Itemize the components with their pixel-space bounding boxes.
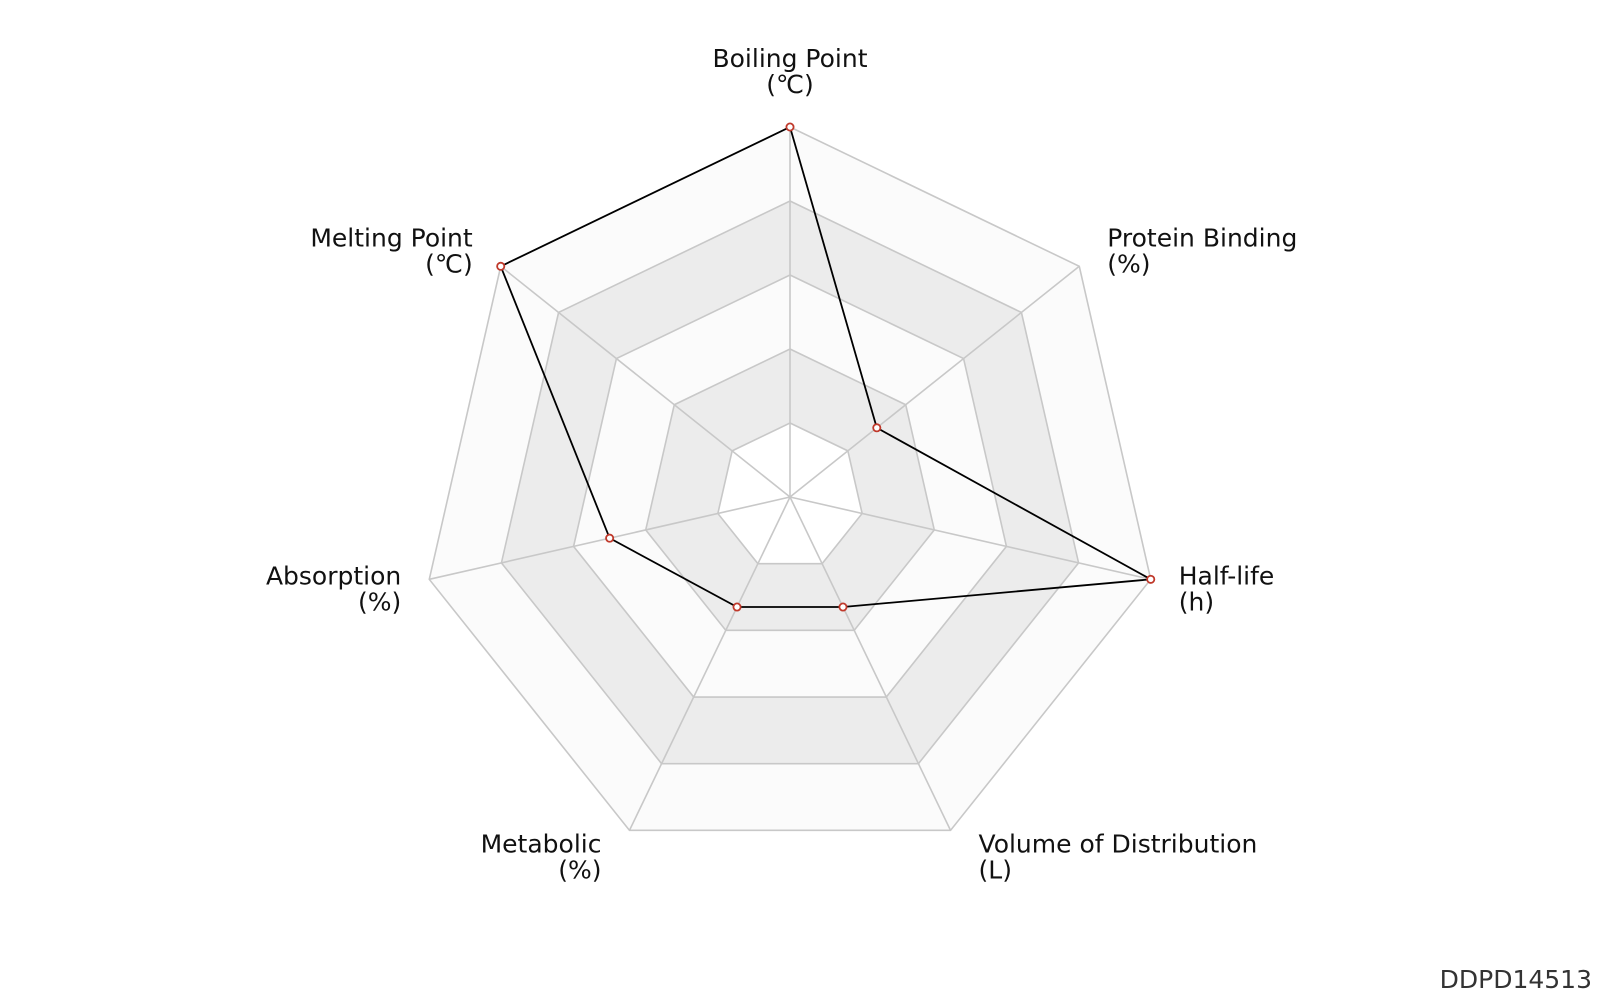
- radar-axis-spokes: [429, 127, 1151, 831]
- axis-label-5: Absorption: [266, 561, 401, 590]
- series-point-2: [1146, 574, 1156, 584]
- series-point-3: [838, 602, 848, 612]
- axis-unit-4: (%): [558, 855, 601, 884]
- axis-spoke-1: [789, 265, 1080, 498]
- axis-spoke-2: [789, 496, 1151, 581]
- axis-unit-5: (%): [358, 587, 401, 616]
- series-point-1: [872, 423, 882, 433]
- axis-unit-1: (%): [1107, 249, 1150, 278]
- axis-label-6: Melting Point: [310, 223, 473, 252]
- series-point-4: [732, 602, 742, 612]
- axis-spoke-3: [789, 496, 952, 831]
- series-point-0: [785, 122, 795, 132]
- axis-unit-2: (h): [1179, 587, 1214, 616]
- axis-label-1: Protein Binding: [1107, 223, 1297, 252]
- series-point-5: [605, 533, 615, 543]
- axis-label-4: Metabolic: [481, 829, 602, 858]
- axis-label-2: Half-life: [1179, 561, 1275, 590]
- axis-unit-0: (℃): [766, 70, 814, 99]
- axis-spoke-6: [500, 265, 791, 498]
- watermark-id: DDPD14513: [1439, 965, 1592, 994]
- axis-unit-6: (℃): [425, 249, 473, 278]
- series-point-6: [496, 261, 506, 271]
- axis-label-3: Volume of Distribution: [979, 829, 1258, 858]
- radar-series: [496, 122, 1156, 612]
- radar-axis-labels: Boiling Point(℃)Protein Binding(%)Half-l…: [266, 44, 1297, 884]
- axis-spoke-4: [628, 496, 791, 831]
- axis-label-0: Boiling Point: [712, 44, 867, 73]
- axis-unit-3: (L): [979, 855, 1012, 884]
- series-line: [499, 125, 1154, 608]
